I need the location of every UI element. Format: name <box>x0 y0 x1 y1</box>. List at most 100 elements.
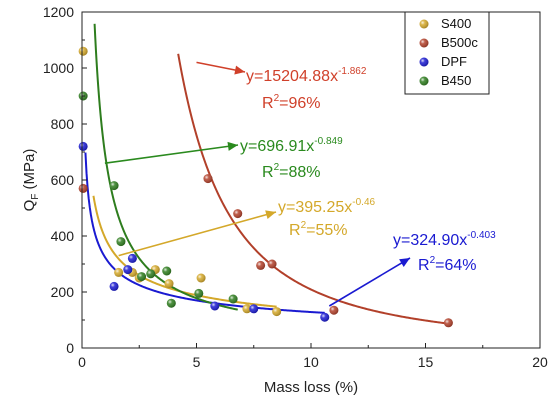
point-b450-6 <box>166 298 176 308</box>
y-axis-title-sub: F <box>30 194 41 200</box>
point-marker-shine <box>228 294 238 304</box>
point-b500c-4 <box>267 259 277 269</box>
point-b500c-2 <box>233 209 243 219</box>
arrowhead-b450 <box>227 141 238 151</box>
y-tick-label-6: 1200 <box>43 4 74 20</box>
point-b450-7 <box>194 288 204 298</box>
annotation-b500c-equation: y=15204.88x-1.862 <box>246 66 367 85</box>
annotation-dpf-r2: R2=64% <box>418 255 477 274</box>
annotation-dpf-equation: y=324.90x-0.403 <box>393 230 496 249</box>
x-tick-label-1: 5 <box>193 354 201 370</box>
point-b450-8 <box>228 294 238 304</box>
point-marker-shine <box>146 269 156 279</box>
point-marker-shine <box>109 181 119 191</box>
annotation-b450-eq-exp: -0.849 <box>314 136 343 147</box>
legend-label-dpf: DPF <box>441 54 467 69</box>
point-s400-5 <box>164 279 174 289</box>
x-tick-label-3: 15 <box>418 354 434 370</box>
arrow-dpf <box>328 257 411 307</box>
point-marker-shine <box>162 266 172 276</box>
y-axis-title-main: Q <box>21 200 38 212</box>
point-b500c-6 <box>443 318 453 328</box>
point-b500c-0 <box>78 183 88 193</box>
legend-marker-s400-shine <box>419 19 429 29</box>
annotation-s400: y=395.25x-0.46 R2=55% <box>278 197 376 239</box>
point-dpf-1 <box>109 281 119 291</box>
point-marker-shine <box>233 209 243 219</box>
annotation-b450: y=696.91x-0.849 R2=88% <box>240 136 343 181</box>
point-marker-shine <box>123 265 133 275</box>
legend-box <box>404 11 490 95</box>
point-b500c-5 <box>329 305 339 315</box>
fit-curve-s400 <box>92 195 277 308</box>
point-s400-0 <box>78 46 88 56</box>
point-marker-shine <box>249 304 259 314</box>
point-dpf-2 <box>123 265 133 275</box>
annotation-b450-r2-value: =88% <box>279 164 320 181</box>
point-s400-1 <box>114 267 124 277</box>
point-marker-shine <box>256 260 266 270</box>
point-marker-shine <box>194 288 204 298</box>
annotation-dpf-eq-text: y=324.90x <box>393 232 467 249</box>
annotation-b500c-r2-label: R <box>262 95 274 112</box>
point-marker-shine <box>443 318 453 328</box>
annotation-b450-equation: y=696.91x-0.849 <box>240 136 343 155</box>
point-dpf-4 <box>210 301 220 311</box>
point-marker-shine <box>320 312 330 322</box>
plot-area <box>78 23 453 328</box>
fit-annotations: y=15204.88x-1.862 R2=96% y=696.91x-0.849… <box>240 66 496 274</box>
legend: S400 B500c DPF B450 <box>404 11 490 95</box>
point-dpf-3 <box>127 253 137 263</box>
point-marker-shine <box>137 272 147 282</box>
annotation-s400-equation: y=395.25x-0.46 <box>278 197 376 216</box>
point-marker-shine <box>78 141 88 151</box>
annotation-s400-r2-exp: 2 <box>301 220 307 231</box>
point-marker-shine <box>267 259 277 269</box>
y-tick-label-0: 0 <box>66 340 74 356</box>
legend-label-b500c: B500c <box>441 35 478 50</box>
point-b450-4 <box>146 269 156 279</box>
annotation-b450-r2-exp: 2 <box>274 162 280 173</box>
point-dpf-0 <box>78 141 88 151</box>
point-marker-shine <box>109 281 119 291</box>
arrowhead-s400 <box>265 210 276 220</box>
data-points <box>78 46 453 328</box>
annotation-b500c-eq-exp: -1.862 <box>338 66 367 77</box>
y-tick-label-3: 600 <box>51 172 75 188</box>
point-marker-shine <box>272 307 282 317</box>
point-s400-8 <box>272 307 282 317</box>
legend-entry-b450: B450 <box>419 73 471 88</box>
annotation-b500c-r2-value: =96% <box>279 95 320 112</box>
y-axis: 0 200 400 600 800 1000 1200 <box>43 4 87 356</box>
point-b450-3 <box>137 272 147 282</box>
annotation-dpf-r2-label: R <box>418 257 430 274</box>
y-tick-label-4: 800 <box>51 116 75 132</box>
point-marker-shine <box>78 183 88 193</box>
legend-marker-dpf-shine <box>419 57 429 67</box>
point-dpf-5 <box>249 304 259 314</box>
legend-label-s400: S400 <box>441 16 471 31</box>
annotation-dpf-r2-value: =64% <box>435 257 476 274</box>
annotation-dpf-r2-exp: 2 <box>430 255 436 266</box>
point-s400-6 <box>196 273 206 283</box>
annotation-s400-r2-value: =55% <box>306 222 347 239</box>
annotation-arrows <box>104 61 411 307</box>
y-axis-title-unit: (MPa) <box>21 149 38 194</box>
annotation-s400-r2: R2=55% <box>289 220 348 239</box>
annotation-s400-r2-label: R <box>289 222 301 239</box>
arrowhead-dpf <box>399 258 410 267</box>
point-marker-shine <box>116 237 126 247</box>
x-tick-label-0: 0 <box>78 354 86 370</box>
annotation-b500c-eq-text: y=15204.88x <box>246 68 338 85</box>
arrow-s400 <box>118 211 277 257</box>
legend-marker-b450-shine <box>419 76 429 86</box>
point-marker-shine <box>78 46 88 56</box>
x-axis: 0 5 10 15 20 <box>78 343 548 370</box>
annotation-b500c: y=15204.88x-1.862 R2=96% <box>246 66 367 112</box>
legend-entry-s400: S400 <box>419 16 471 31</box>
legend-entry-dpf: DPF <box>419 54 467 69</box>
legend-marker-b500c-shine <box>419 38 429 48</box>
y-tick-label-2: 400 <box>51 228 75 244</box>
x-tick-label-2: 10 <box>303 354 319 370</box>
